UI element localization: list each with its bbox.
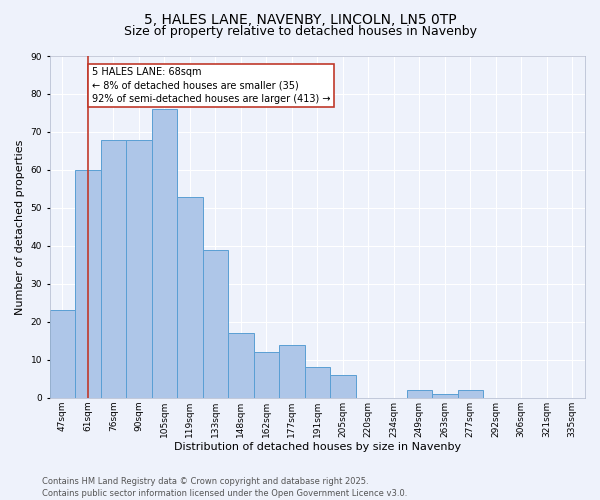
Bar — [330, 375, 356, 398]
Text: 5 HALES LANE: 68sqm
← 8% of detached houses are smaller (35)
92% of semi-detache: 5 HALES LANE: 68sqm ← 8% of detached hou… — [92, 68, 330, 104]
Bar — [126, 140, 152, 398]
Text: 5, HALES LANE, NAVENBY, LINCOLN, LN5 0TP: 5, HALES LANE, NAVENBY, LINCOLN, LN5 0TP — [143, 12, 457, 26]
Bar — [305, 368, 330, 398]
Bar — [75, 170, 101, 398]
Bar — [458, 390, 483, 398]
Bar — [228, 333, 254, 398]
X-axis label: Distribution of detached houses by size in Navenby: Distribution of detached houses by size … — [174, 442, 461, 452]
Bar — [279, 344, 305, 398]
Bar — [407, 390, 432, 398]
Bar — [432, 394, 458, 398]
Bar — [254, 352, 279, 398]
Text: Contains HM Land Registry data © Crown copyright and database right 2025.
Contai: Contains HM Land Registry data © Crown c… — [42, 476, 407, 498]
Text: Size of property relative to detached houses in Navenby: Size of property relative to detached ho… — [124, 25, 476, 38]
Bar — [152, 109, 177, 398]
Bar — [203, 250, 228, 398]
Bar — [177, 196, 203, 398]
Y-axis label: Number of detached properties: Number of detached properties — [15, 139, 25, 314]
Bar — [101, 140, 126, 398]
Bar — [50, 310, 75, 398]
